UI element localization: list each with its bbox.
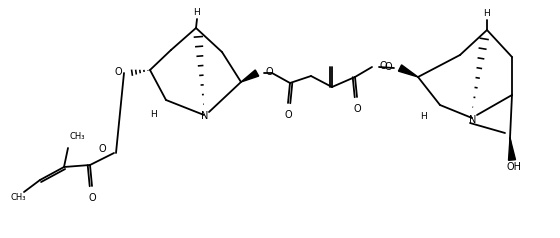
- Polygon shape: [398, 65, 418, 77]
- Text: H: H: [420, 112, 427, 121]
- Text: O: O: [380, 61, 388, 71]
- Text: O: O: [353, 104, 361, 114]
- Text: H: H: [484, 9, 491, 18]
- Text: CH₃: CH₃: [70, 132, 86, 141]
- Text: CH₃: CH₃: [10, 193, 26, 203]
- Polygon shape: [241, 70, 259, 82]
- Text: H: H: [194, 8, 200, 17]
- Text: N: N: [469, 115, 477, 125]
- Text: O: O: [114, 67, 122, 77]
- Text: O: O: [88, 193, 96, 203]
- Text: O: O: [265, 67, 273, 77]
- Text: O: O: [384, 62, 392, 72]
- Text: H: H: [150, 110, 157, 119]
- Text: O: O: [284, 110, 292, 120]
- Text: O: O: [99, 144, 106, 154]
- Text: OH: OH: [506, 162, 521, 172]
- Text: N: N: [201, 111, 209, 121]
- Polygon shape: [508, 138, 516, 160]
